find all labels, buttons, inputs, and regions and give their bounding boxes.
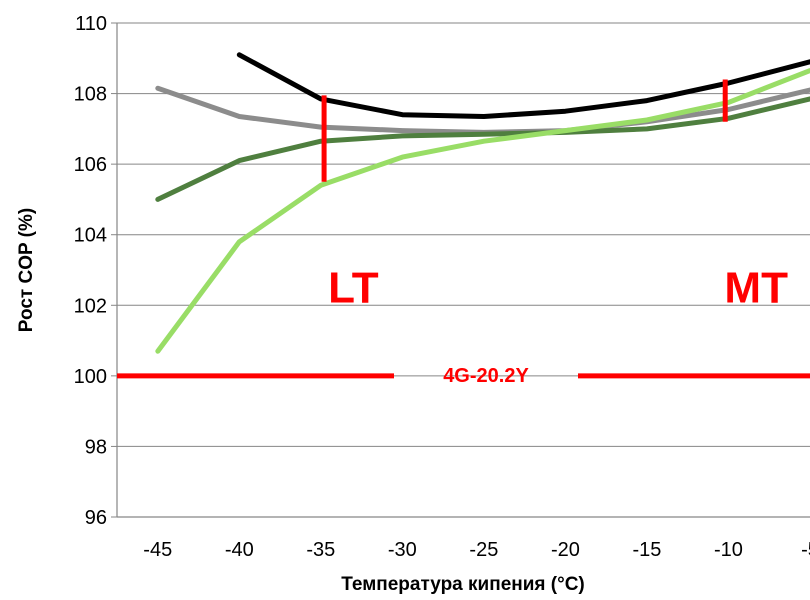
y-tick-label: 110 xyxy=(75,13,107,35)
x-tick-label: -20 xyxy=(551,539,580,561)
series-line-3 xyxy=(155,96,810,202)
y-tick-label: 100 xyxy=(74,366,107,388)
x-tick-label: -25 xyxy=(469,539,498,561)
y-tick-label: 104 xyxy=(74,225,107,247)
range-markers xyxy=(321,79,728,182)
series-lines xyxy=(155,52,810,354)
reference-line-label: 4G-20.2Y xyxy=(443,365,529,387)
x-tick-label: -35 xyxy=(306,539,335,561)
x-tick-label: -45 xyxy=(143,539,172,561)
annotation-mt: MT xyxy=(724,264,788,313)
series-line-4 xyxy=(155,68,810,354)
y-tick-label: 108 xyxy=(74,84,107,106)
y-tick-label: 98 xyxy=(85,436,107,458)
x-tick-label: -5 xyxy=(801,539,810,561)
x-axis-title: Температура кипения (°C) xyxy=(341,574,585,595)
x-tick-labels: -45 -40 -35 -30 -25 -20 -15 -10 -5 xyxy=(143,539,810,561)
annotation-lt: LT xyxy=(328,264,379,313)
x-tick-label: -40 xyxy=(225,539,254,561)
y-axis-title: Рост COP (%) xyxy=(16,208,37,332)
y-tick-labels: 96 98 100 102 104 106 108 110 xyxy=(74,13,107,529)
x-tick-label: -30 xyxy=(388,539,417,561)
reference-line-group: 4G-20.2Y xyxy=(117,365,810,387)
annotations: LT MT xyxy=(328,264,788,313)
series-line-2 xyxy=(155,85,810,135)
y-tick-label: 102 xyxy=(74,295,107,317)
x-tick-label: -15 xyxy=(632,539,661,561)
y-tick-label: 96 xyxy=(85,507,107,529)
y-tick-label: 106 xyxy=(74,154,107,176)
x-tick-label: -10 xyxy=(714,539,743,561)
series-line-1 xyxy=(236,52,810,119)
